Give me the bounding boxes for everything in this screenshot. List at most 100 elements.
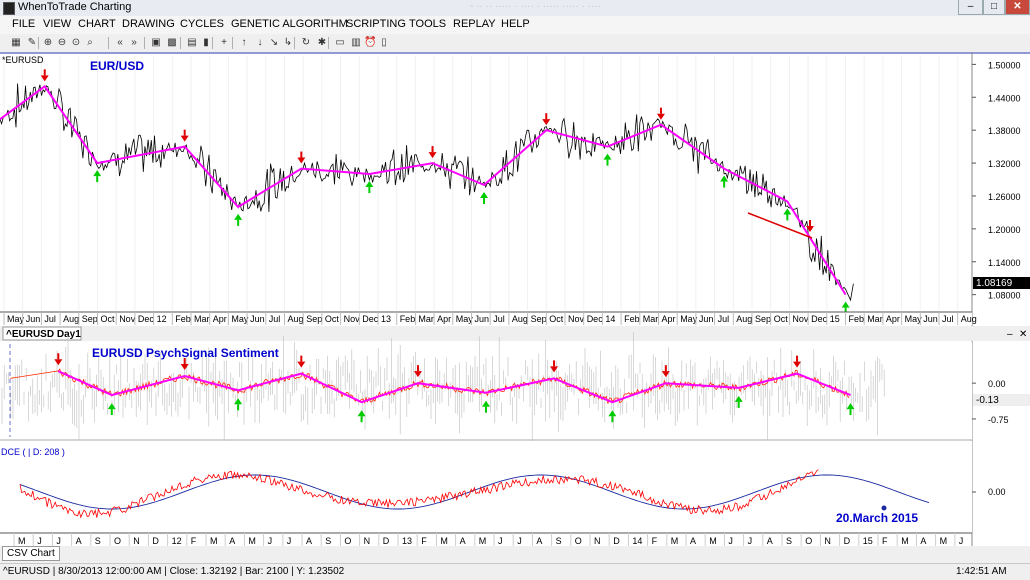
- menu-tools[interactable]: TOOLS: [409, 18, 447, 30]
- menu-help[interactable]: HELP: [501, 18, 530, 30]
- sentiment-title: EURUSD PsychSignal Sentiment: [92, 346, 279, 360]
- menu-drawing[interactable]: DRAWING: [122, 18, 175, 30]
- pencil-icon[interactable]: ↳: [283, 37, 293, 48]
- bug-icon[interactable]: ✱: [317, 37, 327, 48]
- cycle-x-tick: F: [421, 536, 427, 546]
- sentiment-y-tick: -0.75: [988, 415, 1009, 425]
- panel-minimize-icon[interactable]: –: [1007, 329, 1013, 340]
- sentiment-sell-arrow-icon: [550, 366, 559, 373]
- spectrum-icon[interactable]: ▤: [187, 37, 197, 48]
- close-button[interactable]: ✕: [1005, 0, 1030, 15]
- chart-title: EUR/USD: [90, 59, 144, 73]
- menu-view[interactable]: VIEW: [43, 18, 72, 30]
- cycle-scan-icon[interactable]: ▣: [151, 37, 161, 48]
- maximize-button[interactable]: □: [983, 0, 1005, 15]
- sentiment-buy-arrow-icon: [608, 410, 617, 417]
- crosshair-icon[interactable]: +: [221, 37, 227, 48]
- price-x-tick: Mar: [643, 314, 659, 324]
- cycle-x-tick: O: [575, 536, 582, 546]
- cycle-x-tick: A: [920, 536, 926, 546]
- menu-cycles[interactable]: CYCLES: [180, 18, 225, 30]
- price-y-tick: 1.14000: [988, 258, 1021, 268]
- zoom-fit-icon[interactable]: ⊙: [71, 37, 81, 48]
- price-x-tick: Nov: [119, 314, 136, 324]
- cycle-marker[interactable]: [881, 505, 887, 511]
- battery-icon[interactable]: ▮: [203, 37, 209, 48]
- arrow-down-icon[interactable]: ↓: [257, 37, 263, 48]
- tab-eurusd-day1[interactable]: [2, 326, 82, 341]
- price-x-tick: 13: [381, 314, 391, 324]
- zoom-in-icon[interactable]: ⊕: [43, 37, 53, 48]
- sentiment-sell-arrow-icon: [54, 359, 63, 366]
- sentiment-sell-arrow-icon: [661, 371, 670, 378]
- panel-close-icon[interactable]: ✕: [1019, 329, 1027, 340]
- minimize-button[interactable]: –: [958, 0, 983, 15]
- zoom-out-icon[interactable]: ⊖: [57, 37, 67, 48]
- rewind-icon[interactable]: «: [117, 37, 123, 48]
- cycle-x-tick: M: [671, 536, 679, 546]
- cycle-x-tick: J: [728, 536, 733, 546]
- trend-line[interactable]: [747, 212, 813, 239]
- cycle-x-tick: 12: [172, 536, 182, 546]
- buy-arrow-icon: [603, 153, 612, 160]
- cycle-y-tick: 0.00: [988, 487, 1006, 497]
- cycle-detect-icon[interactable]: ▩: [167, 37, 177, 48]
- cycle-x-tick: A: [306, 536, 312, 546]
- arrow-up-icon[interactable]: ↑: [241, 37, 247, 48]
- arrow-diagonal-icon[interactable]: ↘: [269, 37, 279, 48]
- cycle-x-tick: S: [556, 536, 562, 546]
- forward-icon[interactable]: »: [131, 37, 137, 48]
- menu-replay[interactable]: REPLAY: [453, 18, 496, 30]
- status-bar: ^EURUSD | 8/30/2013 12:00:00 AM | Close:…: [0, 563, 1030, 580]
- price-x-tick: Aug: [512, 314, 528, 324]
- price-x-tick: Apr: [437, 314, 451, 324]
- cycle-x-tick: J: [56, 536, 61, 546]
- panel-icon[interactable]: ▭: [335, 37, 345, 48]
- menu-bar: FILE VIEW CHART DRAWING CYCLES GENETIC ALGORI…: [0, 16, 1030, 34]
- price-x-tick: Aug: [736, 314, 752, 324]
- price-x-tick: May: [456, 314, 474, 324]
- price-x-tick: Jul: [942, 314, 954, 324]
- cycle-x-tick: J: [959, 536, 964, 546]
- camera-icon[interactable]: ▥: [351, 37, 361, 48]
- price-x-tick: Aug: [961, 314, 977, 324]
- price-x-tick: Oct: [325, 314, 340, 324]
- price-x-tick: Apr: [886, 314, 900, 324]
- alarm-icon[interactable]: ⏰: [364, 37, 377, 48]
- price-series-line: [0, 83, 854, 302]
- sell-arrow-icon: [428, 152, 437, 159]
- cycle-plot-area[interactable]: [0, 441, 972, 533]
- price-x-tick: Jul: [269, 314, 281, 324]
- cycle-x-tick: N: [594, 536, 601, 546]
- price-x-tick: Apr: [213, 314, 227, 324]
- price-y-tick: 1.38000: [988, 126, 1021, 136]
- cycle-x-tick: J: [287, 536, 292, 546]
- price-x-tick: May: [7, 314, 25, 324]
- price-x-tick: Mar: [418, 314, 434, 324]
- chart-area[interactable]: 1.50000 1.44000 1.38000 1.32000 1.26000 1.200…: [0, 52, 1030, 546]
- cycle-x-tick: 15: [863, 536, 873, 546]
- cycle-label: DCE ( | D: 208 ): [1, 447, 65, 457]
- grid-icon[interactable]: ▦: [11, 37, 21, 48]
- buy-arrow-icon: [93, 170, 102, 177]
- cycle-x-tick: J: [517, 536, 522, 546]
- price-x-tick: Dec: [138, 314, 155, 324]
- sell-arrow-icon: [542, 119, 551, 126]
- menu-chart[interactable]: CHART: [78, 18, 116, 30]
- menu-file[interactable]: FILE: [12, 18, 36, 30]
- price-x-tick: Jul: [493, 314, 505, 324]
- price-x-tick: Dec: [587, 314, 604, 324]
- price-x-tick: Jun: [923, 314, 938, 324]
- menu-genetic-algorithm[interactable]: GENETIC ALGORITHM: [231, 18, 348, 30]
- tab-csv-chart[interactable]: CSV Chart: [2, 546, 60, 561]
- menu-scripting[interactable]: SCRIPTING: [346, 18, 406, 30]
- print-icon[interactable]: ▯: [381, 37, 387, 48]
- cycle-x-tick: N: [364, 536, 371, 546]
- price-x-tick: Jul: [718, 314, 730, 324]
- wrench-icon[interactable]: ✎: [27, 37, 37, 48]
- price-x-tick: Sep: [755, 314, 771, 324]
- cycle-x-tick: O: [114, 536, 121, 546]
- buy-arrow-icon: [480, 192, 489, 198]
- refresh-icon[interactable]: ↻: [301, 37, 311, 48]
- zoom-reset-icon[interactable]: ⌕: [87, 37, 93, 48]
